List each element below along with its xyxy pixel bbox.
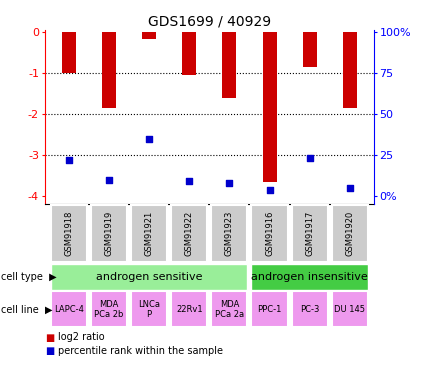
- Text: 22Rv1: 22Rv1: [176, 305, 203, 314]
- FancyBboxPatch shape: [171, 205, 207, 262]
- Bar: [222, 32, 236, 98]
- Bar: [303, 32, 317, 67]
- Text: GSM91917: GSM91917: [305, 211, 314, 256]
- Title: GDS1699 / 40929: GDS1699 / 40929: [148, 15, 271, 29]
- Text: GSM91920: GSM91920: [346, 211, 354, 256]
- Text: log2 ratio: log2 ratio: [58, 333, 105, 342]
- Point: [226, 180, 233, 186]
- Text: MDA
PCa 2b: MDA PCa 2b: [94, 300, 124, 319]
- Point: [266, 187, 273, 193]
- FancyBboxPatch shape: [332, 205, 368, 262]
- FancyBboxPatch shape: [91, 205, 127, 262]
- Bar: [182, 32, 196, 75]
- Point: [346, 185, 353, 191]
- Point: [105, 177, 112, 183]
- Text: GSM91923: GSM91923: [225, 211, 234, 256]
- FancyBboxPatch shape: [332, 291, 368, 327]
- FancyBboxPatch shape: [51, 264, 247, 290]
- FancyBboxPatch shape: [211, 291, 247, 327]
- Point: [306, 155, 313, 161]
- FancyBboxPatch shape: [292, 291, 328, 327]
- Text: cell type  ▶: cell type ▶: [1, 272, 57, 282]
- FancyBboxPatch shape: [51, 205, 87, 262]
- Bar: [343, 32, 357, 108]
- Bar: [263, 32, 277, 182]
- Bar: [62, 32, 76, 73]
- FancyBboxPatch shape: [252, 264, 368, 290]
- FancyBboxPatch shape: [51, 291, 87, 327]
- Text: cell line  ▶: cell line ▶: [1, 304, 52, 314]
- Text: MDA
PCa 2a: MDA PCa 2a: [215, 300, 244, 319]
- Text: ■: ■: [45, 333, 54, 342]
- FancyBboxPatch shape: [252, 291, 288, 327]
- FancyBboxPatch shape: [91, 291, 127, 327]
- FancyBboxPatch shape: [131, 291, 167, 327]
- Text: androgen sensitive: androgen sensitive: [96, 272, 202, 282]
- FancyBboxPatch shape: [292, 205, 328, 262]
- Point: [146, 136, 153, 142]
- Text: ■: ■: [45, 346, 54, 356]
- Text: GSM91919: GSM91919: [105, 211, 113, 256]
- FancyBboxPatch shape: [171, 291, 207, 327]
- Point: [65, 157, 72, 163]
- Text: percentile rank within the sample: percentile rank within the sample: [58, 346, 223, 356]
- Text: LNCa
P: LNCa P: [138, 300, 160, 319]
- Text: LAPC-4: LAPC-4: [54, 305, 84, 314]
- FancyBboxPatch shape: [131, 205, 167, 262]
- Text: PC-3: PC-3: [300, 305, 320, 314]
- Text: GSM91916: GSM91916: [265, 211, 274, 256]
- FancyBboxPatch shape: [252, 205, 288, 262]
- Point: [186, 178, 193, 184]
- Text: DU 145: DU 145: [334, 305, 366, 314]
- Text: PPC-1: PPC-1: [258, 305, 282, 314]
- Bar: [142, 32, 156, 39]
- Text: GSM91918: GSM91918: [64, 211, 73, 256]
- Text: GSM91922: GSM91922: [185, 211, 194, 256]
- Text: androgen insensitive: androgen insensitive: [251, 272, 368, 282]
- FancyBboxPatch shape: [211, 205, 247, 262]
- Text: GSM91921: GSM91921: [144, 211, 153, 256]
- Bar: [102, 32, 116, 108]
